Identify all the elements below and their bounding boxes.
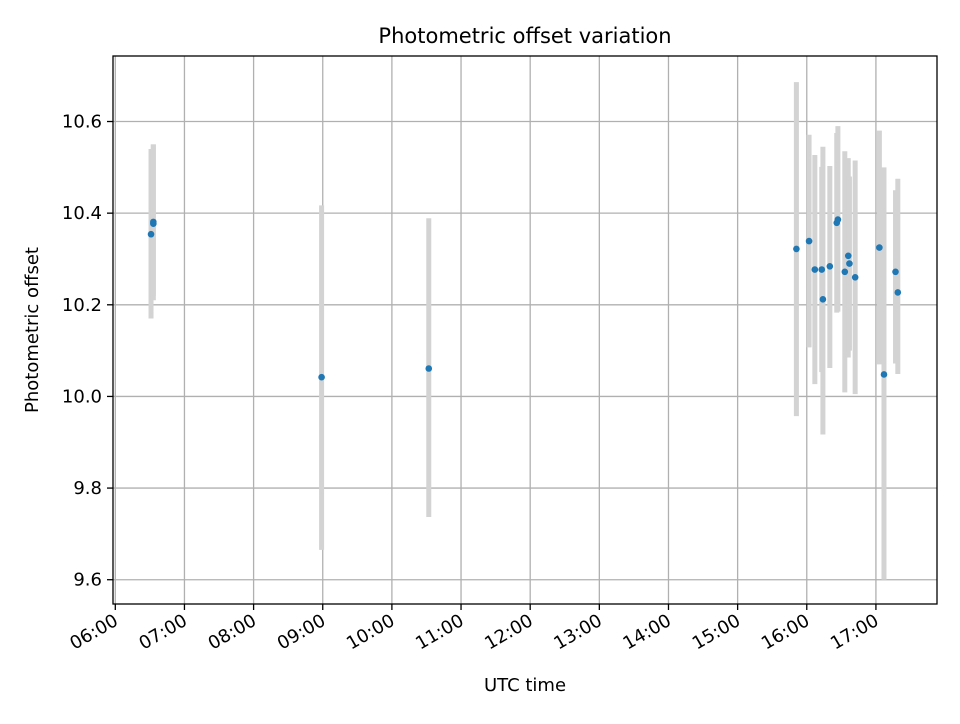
x-tick-label: 17:00 [827, 610, 882, 654]
chart-title: Photometric offset variation [378, 24, 671, 48]
y-tick-label: 9.6 [73, 570, 102, 591]
x-tick-label: 10:00 [343, 610, 398, 654]
x-tick-label: 12:00 [481, 610, 536, 654]
data-point [894, 289, 902, 296]
x-tick-label: 13:00 [550, 610, 605, 654]
y-tick-label: 10.2 [62, 295, 102, 316]
x-tick-label: 09:00 [274, 610, 329, 654]
data-point [318, 373, 325, 381]
data-point [150, 218, 157, 226]
x-tick-label: 15:00 [689, 610, 744, 654]
data-point [826, 263, 834, 270]
data-point [880, 371, 888, 378]
errorbar-layer [148, 82, 901, 580]
data-point [818, 266, 826, 273]
plot-area-frame [112, 55, 938, 605]
data-point [805, 237, 813, 245]
data-point [851, 274, 859, 281]
y-tick-label: 9.8 [73, 478, 102, 499]
data-point [834, 216, 842, 223]
y-tick-label: 10.6 [62, 112, 102, 133]
data-point [425, 365, 433, 372]
data-point [876, 244, 883, 251]
data-point [841, 268, 849, 276]
data-point [846, 260, 853, 267]
y-tick-label: 10.4 [62, 203, 102, 224]
x-axis-label: UTC time [484, 675, 566, 696]
x-tick-label: 08:00 [205, 610, 260, 654]
y-axis-label: Photometric offset [22, 247, 43, 413]
data-point [147, 230, 155, 238]
y-tick-label: 10.0 [62, 386, 102, 407]
data-point [892, 268, 899, 276]
point-layer [147, 216, 902, 381]
data-point [793, 245, 800, 253]
x-tick-label: 11:00 [412, 610, 467, 654]
data-point [811, 266, 819, 273]
x-tick-label: 14:00 [620, 610, 675, 654]
x-tick-label: 07:00 [136, 610, 191, 654]
data-point [819, 296, 827, 303]
x-tick-label: 16:00 [758, 610, 813, 654]
x-tick-label: 06:00 [66, 610, 121, 654]
data-point [844, 252, 852, 260]
